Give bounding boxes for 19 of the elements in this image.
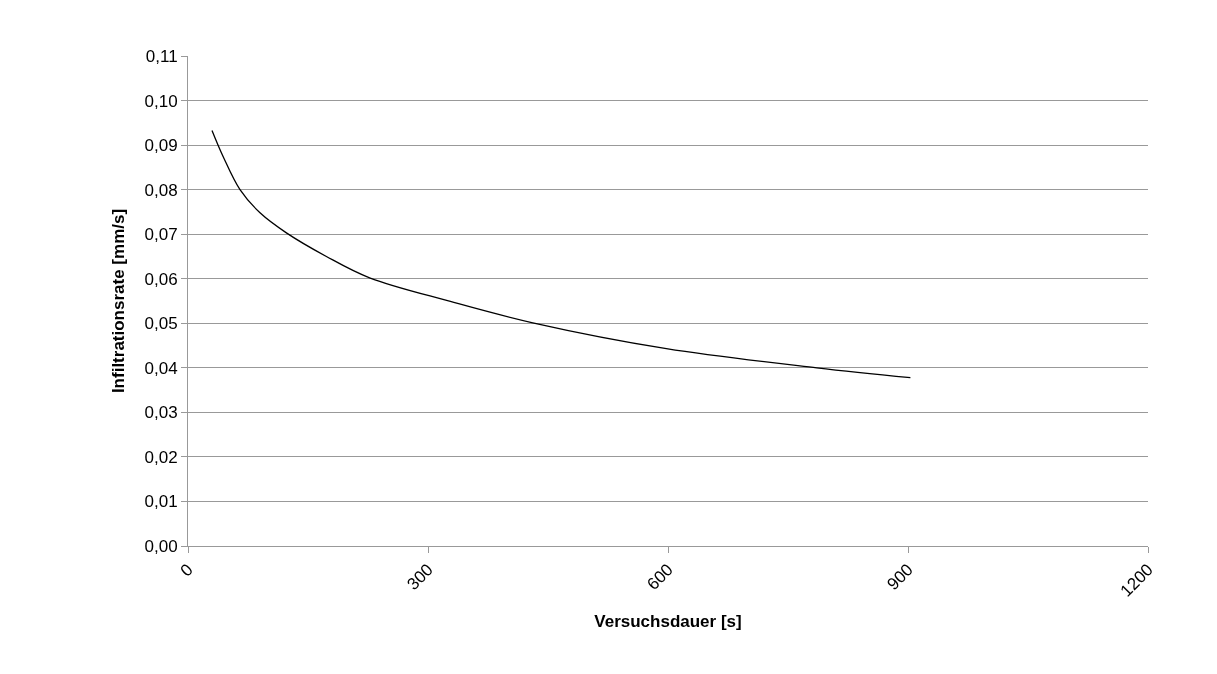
y-tick-label: 0,04 (144, 358, 178, 378)
x-tick-label: 600 (643, 560, 677, 594)
y-tick-label: 0,09 (144, 136, 178, 156)
y-tick-label: 0,07 (144, 225, 178, 245)
y-tick-label: 0,02 (144, 447, 178, 467)
x-tick-label: 300 (403, 560, 437, 594)
y-tick-label: 0,11 (145, 46, 178, 66)
y-tick-label: 0,03 (144, 403, 178, 423)
y-tick-label: 0,06 (144, 269, 178, 289)
x-axis-title: Versuchsdauer [s] (594, 611, 742, 631)
x-tick-label: 900 (883, 560, 917, 594)
y-tick-label: 0,01 (144, 492, 178, 512)
y-axis-title: Infiltrationsrate [mm/s] (109, 208, 129, 394)
y-tick-label: 0,10 (144, 91, 178, 111)
y-tick-label: 0,00 (144, 536, 178, 556)
line-series (211, 129, 912, 379)
y-tick-label: 0,05 (144, 314, 178, 334)
y-tick-label: 0,08 (144, 180, 178, 200)
x-tick-label: 0 (176, 560, 197, 581)
